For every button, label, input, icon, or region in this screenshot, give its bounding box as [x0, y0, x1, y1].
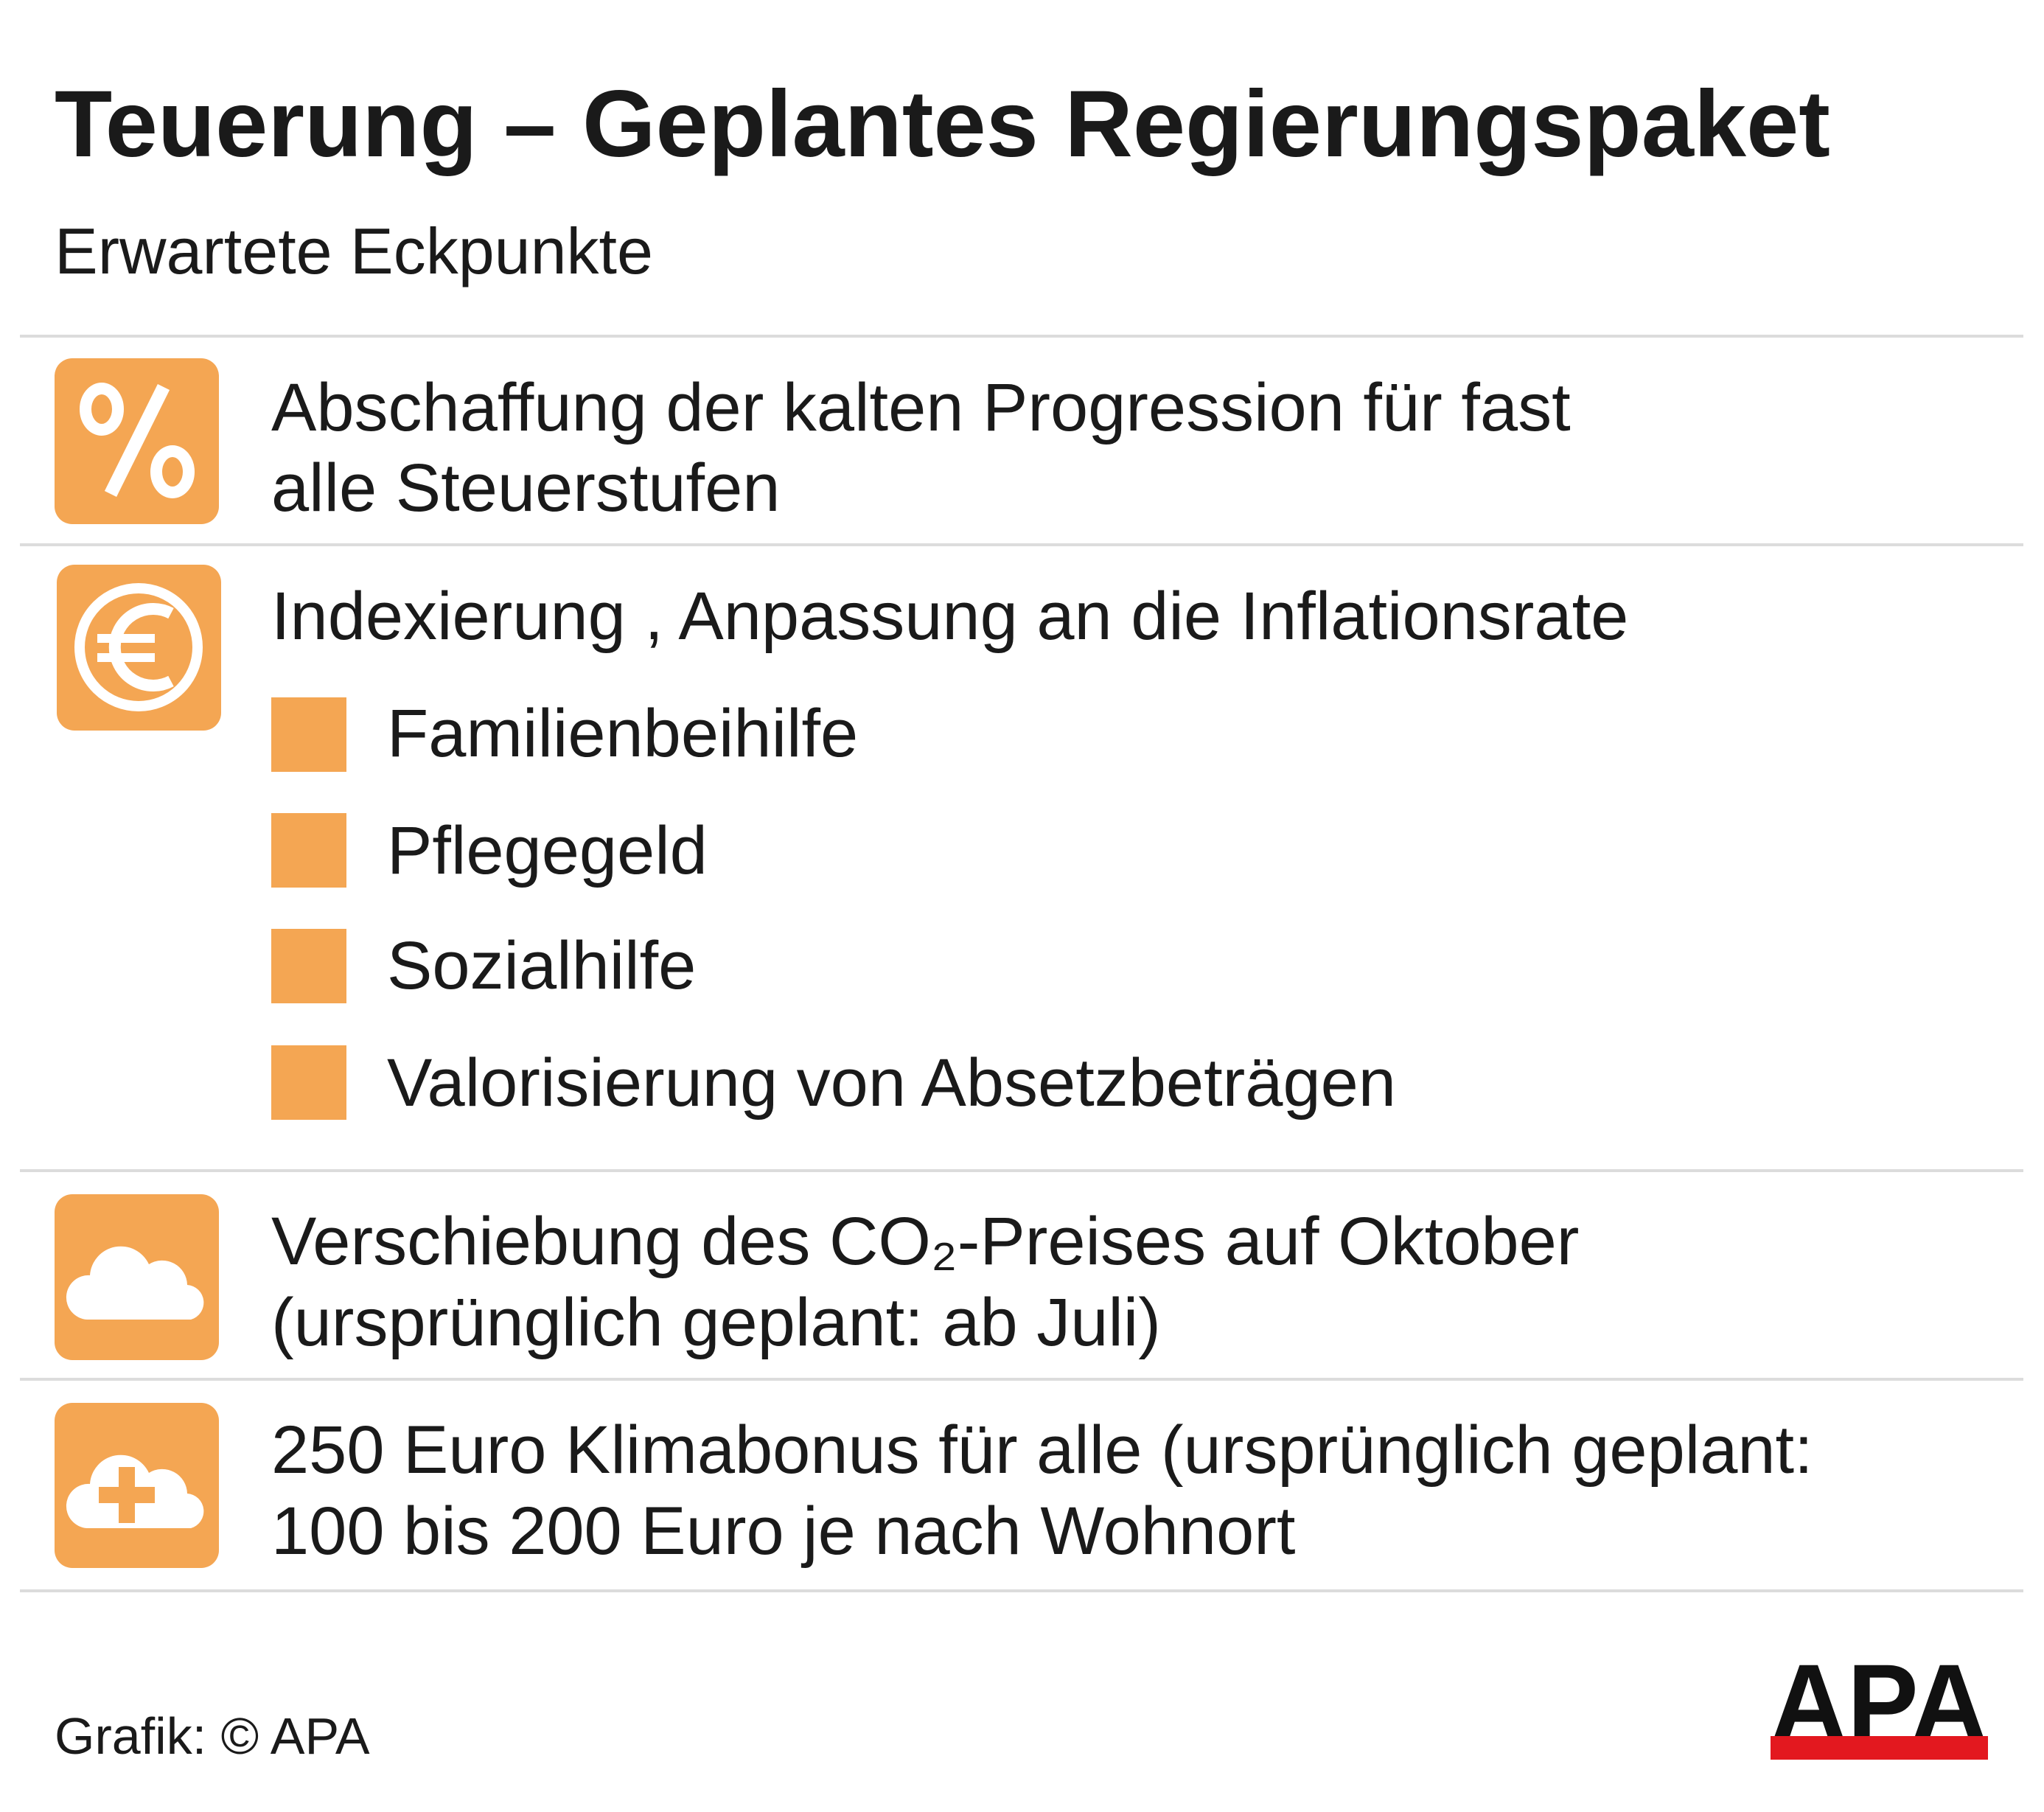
item-text: (ursprünglich geplant: ab Juli)	[271, 1285, 1161, 1360]
bullet-text: Sozialhilfe	[387, 928, 696, 1003]
cloud-plus-icon	[55, 1403, 219, 1568]
item-text: 250 Euro Klimabonus für alle (ursprüngli…	[271, 1412, 1813, 1488]
bullet	[271, 813, 346, 888]
cloud-icon	[55, 1194, 219, 1360]
bullet-text: Valorisierung von Absetzbeträgen	[387, 1045, 1396, 1121]
bullet-text: Pflegegeld	[387, 813, 708, 888]
item-text: Abschaffung der kalten Progression für f…	[271, 370, 1571, 445]
bullet-text: Familienbeihilfe	[387, 696, 858, 771]
logo: APA	[1771, 1641, 1988, 1765]
item-text: 100 bis 200 Euro je nach Wohnort	[271, 1494, 1295, 1569]
bullet	[271, 929, 346, 1003]
percent-icon	[55, 358, 219, 524]
bullet	[271, 1045, 346, 1120]
item-text: Verschiebung des CO₂-Preises auf Oktober	[271, 1204, 1579, 1279]
source: Grafik: © APA	[55, 1707, 370, 1765]
item-text: alle Steuerstufen	[271, 450, 780, 526]
title: Teuerung – Geplantes Regierungspaket	[55, 72, 1830, 177]
bullet	[271, 697, 346, 772]
euro-icon	[57, 565, 221, 731]
subtitle: Erwartete Eckpunkte	[55, 215, 653, 288]
item-text: Indexierung , Anpassung an die Inflation…	[271, 579, 1628, 654]
